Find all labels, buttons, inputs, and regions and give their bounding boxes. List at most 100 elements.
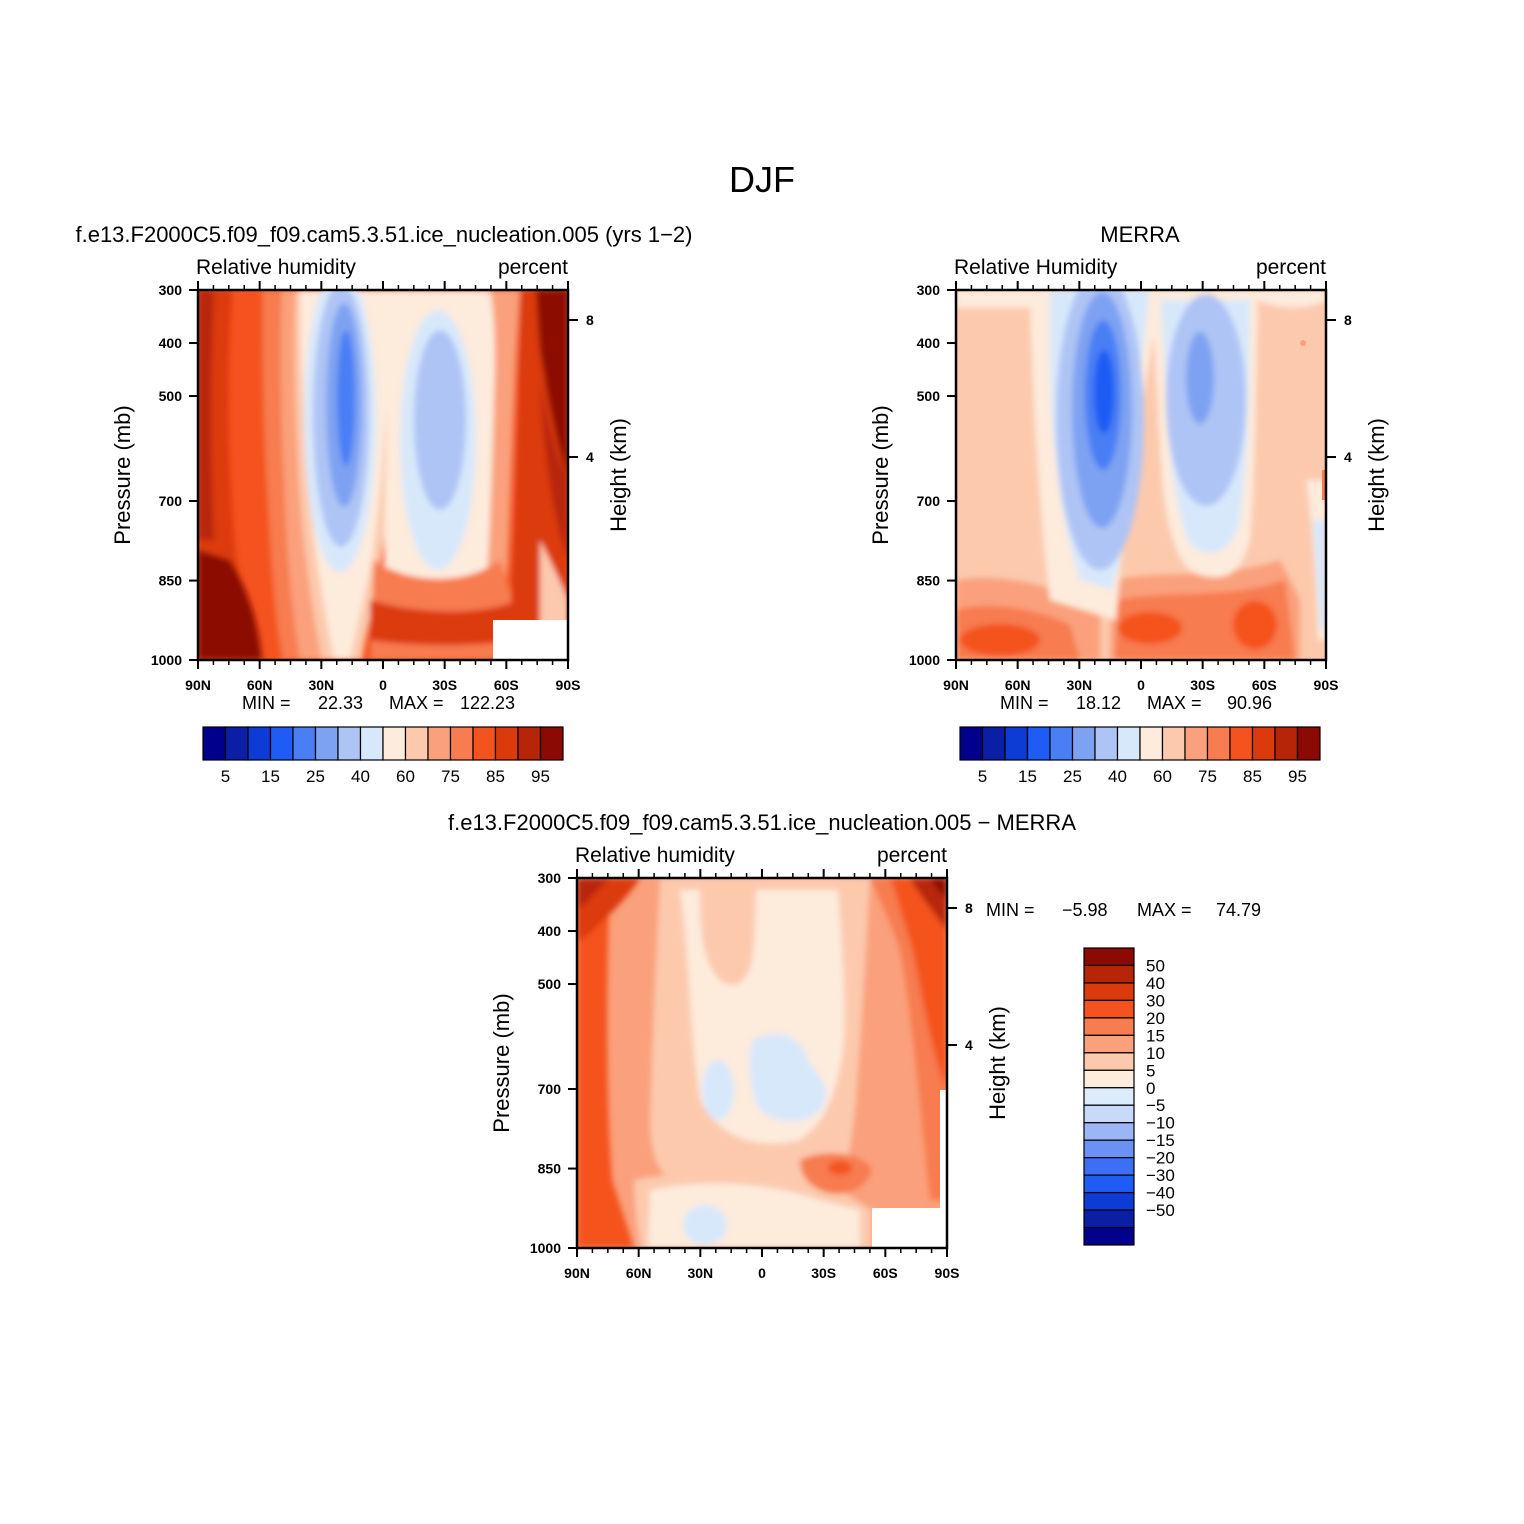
x-tick-label: 0 xyxy=(1137,677,1145,693)
y-tick-label: 1000 xyxy=(530,1240,561,1256)
colorbar-label: 85 xyxy=(486,767,505,786)
colorbar-swatch xyxy=(959,726,984,761)
panel-model-max-value: 122.23 xyxy=(460,693,515,713)
colorbar-swatch xyxy=(1083,1209,1135,1229)
colorbar-swatch xyxy=(1296,726,1321,761)
colorbar-label: −40 xyxy=(1146,1184,1175,1203)
panel-model-min-value: 22.33 xyxy=(318,693,363,713)
colorbar-swatch xyxy=(1083,1157,1135,1176)
panel-obs-max-label: MAX = xyxy=(1147,693,1202,713)
colorbar-label: 15 xyxy=(1018,767,1037,786)
y-tick-label: 700 xyxy=(917,493,941,509)
panel-obs: MERRA Relative Humidity percent xyxy=(868,222,1389,786)
panel-model: f.e13.F2000C5.f09_f09.cam5.3.51.ice_nucl… xyxy=(75,222,692,786)
colorbar-swatch xyxy=(1251,726,1276,761)
colorbar-swatch xyxy=(1083,1087,1135,1106)
colorbar-label: 15 xyxy=(261,767,280,786)
y-tick-label: 850 xyxy=(538,1161,562,1177)
panel-model-units-label: percent xyxy=(498,256,568,279)
y2-tick-label: 8 xyxy=(965,900,973,916)
colorbar-label: 40 xyxy=(1146,974,1165,993)
colorbar-label: 75 xyxy=(1198,767,1217,786)
colorbar-label: 95 xyxy=(531,767,550,786)
x-tick-label: 0 xyxy=(379,677,387,693)
panel-diff-max-value: 74.79 xyxy=(1216,900,1261,920)
y-tick-label: 850 xyxy=(159,573,183,589)
colorbar-label: −50 xyxy=(1146,1201,1175,1220)
colorbar-swatch xyxy=(539,726,564,761)
colorbar-swatch xyxy=(1004,726,1029,761)
colorbar-label: 0 xyxy=(1146,1079,1155,1098)
colorbar-swatch xyxy=(1083,1052,1135,1071)
colorbar-label: −10 xyxy=(1146,1114,1175,1133)
colorbar-label: 60 xyxy=(1153,767,1172,786)
x-tick-label: 30N xyxy=(1066,677,1092,693)
colorbar-swatch xyxy=(1083,964,1135,984)
colorbar-label: 85 xyxy=(1243,767,1262,786)
y-tick-label: 500 xyxy=(538,976,562,992)
colorbar-swatch xyxy=(1083,1191,1135,1211)
colorbar-swatch xyxy=(247,726,272,761)
colorbar-swatch xyxy=(1083,1226,1135,1246)
colorbar-swatch xyxy=(1161,726,1186,761)
panel-model-colorbar: 5 15 25 40 60 75 85 95 xyxy=(202,726,564,786)
colorbar-swatch xyxy=(1139,726,1164,761)
panel-model-min-label: MIN = xyxy=(242,693,291,713)
x-tick-label: 30S xyxy=(1190,677,1215,693)
y-tick-label: 500 xyxy=(159,388,183,404)
panel-diff-units-label: percent xyxy=(877,844,947,867)
colorbar-label: 5 xyxy=(221,767,230,786)
colorbar-label: 5 xyxy=(1146,1061,1155,1080)
colorbar-label: 40 xyxy=(351,767,370,786)
colorbar-swatch xyxy=(1083,1017,1135,1036)
x-tick-label: 90S xyxy=(1314,677,1339,693)
colorbar-swatch xyxy=(292,726,317,761)
panel-diff-y2-axis-label: Height (km) xyxy=(985,1006,1010,1120)
panel-model-title: f.e13.F2000C5.f09_f09.cam5.3.51.ice_nucl… xyxy=(75,222,692,247)
colorbar-swatch xyxy=(1083,947,1135,967)
x-tick-label: 30N xyxy=(687,1265,713,1281)
colorbar-swatch xyxy=(1083,1174,1135,1194)
colorbar-swatch xyxy=(1229,726,1254,761)
y-tick-label: 300 xyxy=(159,282,183,298)
panel-model-max-label: MAX = xyxy=(389,693,444,713)
y-tick-label: 400 xyxy=(917,335,941,351)
x-tick-label: 60N xyxy=(247,677,273,693)
panel-model-y-axis-label: Pressure (mb) xyxy=(110,405,135,544)
colorbar-swatch xyxy=(224,726,249,761)
panel-model-contour-field xyxy=(198,290,568,660)
colorbar-swatch xyxy=(1083,1122,1135,1141)
x-tick-label: 90N xyxy=(943,677,969,693)
colorbar-swatch xyxy=(494,726,519,761)
colorbar-swatch xyxy=(1049,726,1074,761)
colorbar-label: 40 xyxy=(1108,767,1127,786)
panel-obs-contour-field xyxy=(956,290,1326,660)
y-tick-label: 500 xyxy=(917,388,941,404)
y2-tick-label: 4 xyxy=(1344,449,1352,465)
colorbar-label: 50 xyxy=(1146,956,1165,975)
colorbar-swatch xyxy=(1083,999,1135,1019)
panel-diff: f.e13.F2000C5.f09_f09.cam5.3.51.ice_nucl… xyxy=(448,810,1261,1281)
y-tick-label: 1000 xyxy=(151,652,182,668)
y-tick-label: 300 xyxy=(917,282,941,298)
y2-tick-label: 8 xyxy=(586,312,594,328)
figure-title: DJF xyxy=(729,159,795,200)
x-tick-label: 90S xyxy=(556,677,581,693)
x-tick-label: 60S xyxy=(494,677,519,693)
colorbar-swatch xyxy=(1083,1139,1135,1159)
colorbar-swatch xyxy=(981,726,1006,761)
colorbar-swatch xyxy=(472,726,497,761)
colorbar-swatch xyxy=(337,726,362,761)
colorbar-label: 20 xyxy=(1146,1009,1165,1028)
panel-diff-min-label: MIN = xyxy=(986,900,1035,920)
panel-diff-contour-field xyxy=(577,878,947,1248)
colorbar-label: −30 xyxy=(1146,1166,1175,1185)
colorbar-label: 30 xyxy=(1146,991,1165,1010)
y-tick-label: 300 xyxy=(538,870,562,886)
y2-tick-label: 4 xyxy=(586,449,594,465)
colorbar-swatch xyxy=(1071,726,1096,761)
panel-model-y2-axis-label: Height (km) xyxy=(606,418,631,532)
x-tick-label: 60N xyxy=(626,1265,652,1281)
panel-obs-title: MERRA xyxy=(1100,222,1180,247)
